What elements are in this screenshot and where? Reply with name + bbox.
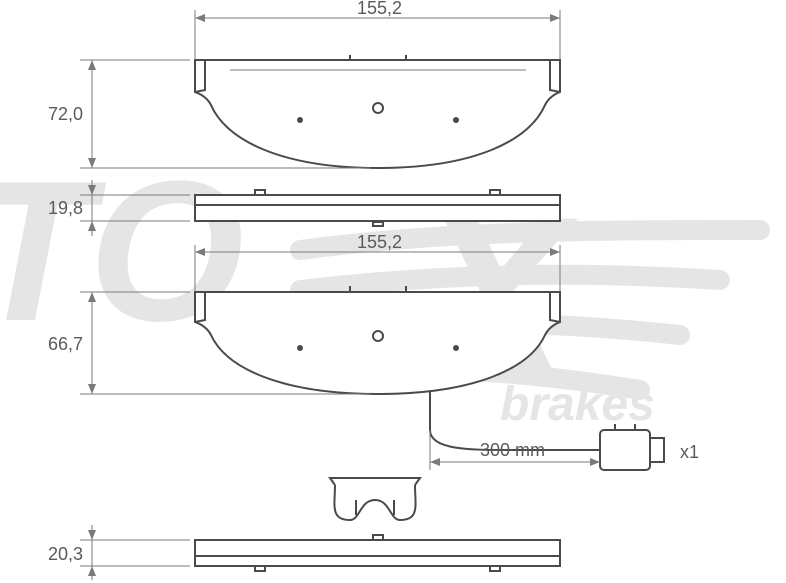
label-top-width: 155,2 [357, 0, 402, 18]
pad-a [195, 55, 560, 168]
label-connector-qty: x1 [680, 442, 699, 462]
drawing-canvas: TO X brakes 155,2 [0, 0, 786, 583]
dim-top-width: 155,2 [195, 0, 560, 65]
label-pad-b-height: 66,7 [48, 334, 83, 354]
label-wire-length: 300 mm [480, 440, 545, 460]
side-b: 20,3 [48, 525, 560, 580]
clip [330, 478, 420, 520]
watermark-sub: brakes [500, 378, 655, 431]
label-side-b-thickness: 20,3 [48, 544, 83, 564]
label-pad-a-height: 72,0 [48, 104, 83, 124]
technical-drawing: TO X brakes 155,2 [0, 0, 786, 583]
label-side-a-thickness: 19,8 [48, 198, 83, 218]
label-mid-width: 155,2 [357, 232, 402, 252]
